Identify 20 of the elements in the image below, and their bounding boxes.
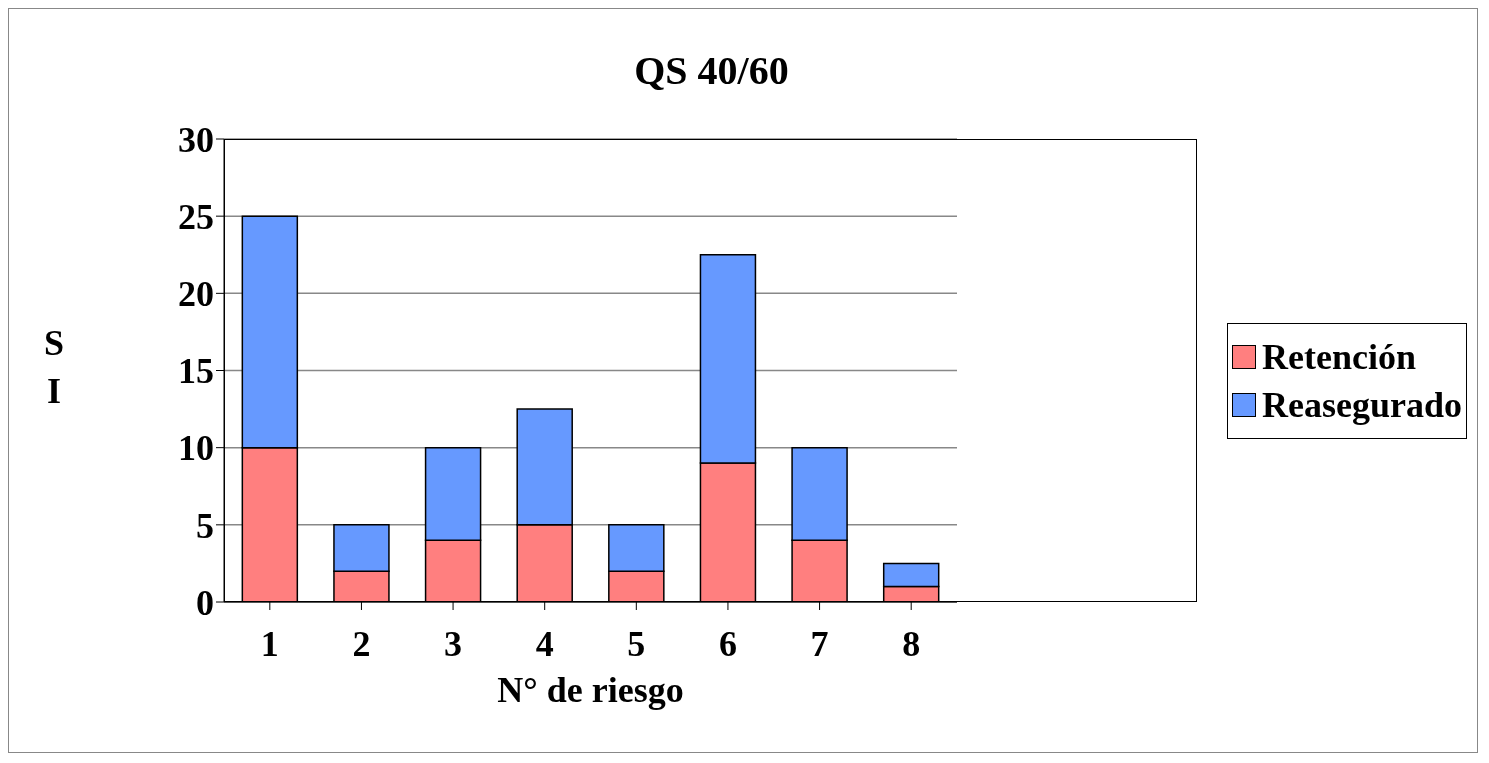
legend-label: Reasegurado: [1262, 383, 1462, 426]
x-tick-label: 3: [444, 623, 463, 664]
x-tick-label: 1: [260, 623, 279, 664]
y-tick-label: 15: [178, 351, 214, 392]
x-tick-label: 2: [352, 623, 371, 664]
y-tick-label: 25: [178, 196, 214, 237]
y-tick-label: 0: [196, 582, 214, 623]
x-tick-label: 6: [718, 623, 737, 664]
x-tick-label: 5: [627, 623, 646, 664]
x-tick-label: 8: [902, 623, 921, 664]
legend-label: Retención: [1262, 335, 1416, 378]
y-tick-label: 5: [196, 505, 214, 546]
y-axis-title: SI: [43, 322, 65, 411]
y-tick-label: 20: [178, 274, 214, 315]
y-tick-label: 30: [178, 119, 214, 160]
x-tick-label: 7: [810, 623, 829, 664]
x-tick-label: 4: [535, 623, 554, 664]
chart-title: QS 40/60: [633, 47, 790, 94]
x-axis-title: N° de riesgo: [497, 670, 684, 710]
y-tick-label: 10: [178, 428, 214, 469]
